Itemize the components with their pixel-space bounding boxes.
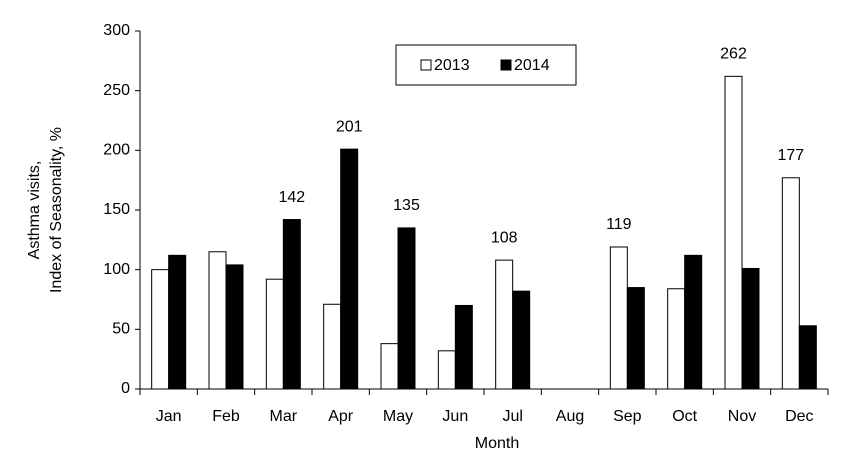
x-tick-label: Jun	[442, 408, 468, 425]
x-tick-label: Mar	[270, 408, 298, 425]
bar	[380, 343, 399, 390]
data-label: 201	[336, 118, 363, 135]
bar	[684, 254, 703, 390]
bar	[168, 254, 187, 390]
y-tick-label: 150	[103, 201, 130, 218]
data-label: 142	[278, 189, 305, 206]
x-tick-label: May	[383, 408, 413, 425]
x-tick-label: Sep	[613, 408, 642, 425]
x-tick-label: Jan	[156, 408, 182, 425]
bar	[208, 251, 227, 390]
y-tick-label: 300	[103, 22, 130, 39]
x-tick-label: Dec	[785, 408, 813, 425]
legend-label: 2013	[434, 57, 470, 74]
bar	[626, 287, 645, 390]
y-tick-label: 50	[112, 321, 130, 338]
data-label: 135	[393, 197, 420, 214]
data-label: 262	[720, 46, 747, 63]
x-axis-label: Month	[475, 435, 519, 452]
bar	[454, 304, 473, 390]
bar	[340, 148, 359, 390]
bar	[265, 278, 284, 390]
bar	[495, 259, 514, 390]
legend-label: 2014	[514, 57, 550, 74]
data-label: 119	[606, 216, 632, 233]
bar	[781, 177, 800, 390]
x-tick-label: Aug	[556, 408, 584, 425]
y-tick-label: 250	[103, 82, 130, 99]
y-tick-label: 0	[121, 380, 130, 397]
bar	[282, 219, 301, 390]
data-label: 108	[491, 229, 518, 246]
bar	[225, 264, 244, 390]
bar	[323, 303, 342, 390]
x-tick-label: Jul	[502, 408, 522, 425]
y-tick-label: 100	[103, 261, 130, 278]
bar	[798, 325, 817, 390]
bar	[397, 227, 416, 390]
legend-swatch	[500, 59, 512, 71]
x-tick-label: Apr	[328, 408, 354, 425]
y-axis-label: Asthma visits, Index of Seasonality, %	[26, 127, 65, 293]
bar	[512, 290, 531, 390]
legend-swatch	[420, 59, 432, 71]
bar	[667, 288, 686, 390]
bar	[741, 267, 760, 390]
bar	[609, 246, 628, 390]
y-axis-label-line: Index of Seasonality, %	[48, 127, 65, 293]
bar	[724, 75, 743, 390]
x-tick-label: Nov	[728, 408, 756, 425]
y-axis-label-line: Asthma visits,	[26, 161, 43, 260]
x-tick-label: Feb	[212, 408, 240, 425]
bar	[151, 269, 170, 390]
bar	[437, 350, 456, 390]
x-tick-label: Oct	[672, 408, 697, 425]
data-label: 177	[777, 147, 804, 164]
y-tick-label: 200	[103, 142, 130, 159]
